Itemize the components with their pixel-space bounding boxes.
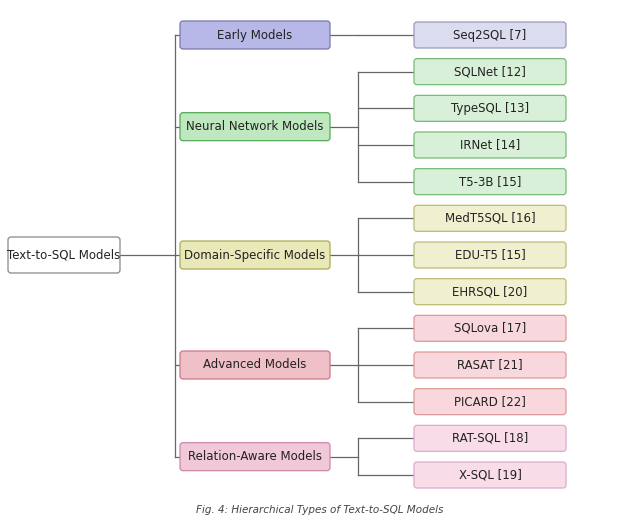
Text: Neural Network Models: Neural Network Models <box>186 120 324 133</box>
FancyBboxPatch shape <box>8 237 120 273</box>
FancyBboxPatch shape <box>414 279 566 304</box>
FancyBboxPatch shape <box>414 22 566 48</box>
FancyBboxPatch shape <box>180 443 330 471</box>
Text: T5-3B [15]: T5-3B [15] <box>459 175 521 188</box>
Text: TypeSQL [13]: TypeSQL [13] <box>451 102 529 115</box>
Text: SQLova [17]: SQLova [17] <box>454 322 526 335</box>
FancyBboxPatch shape <box>414 205 566 232</box>
Text: RASAT [21]: RASAT [21] <box>457 359 523 372</box>
FancyBboxPatch shape <box>414 462 566 488</box>
FancyBboxPatch shape <box>414 242 566 268</box>
FancyBboxPatch shape <box>414 132 566 158</box>
FancyBboxPatch shape <box>180 241 330 269</box>
Text: MedT5SQL [16]: MedT5SQL [16] <box>445 212 535 225</box>
FancyBboxPatch shape <box>414 59 566 85</box>
Text: Advanced Models: Advanced Models <box>204 359 307 372</box>
Text: EDU-T5 [15]: EDU-T5 [15] <box>454 248 525 261</box>
FancyBboxPatch shape <box>180 113 330 141</box>
Text: Early Models: Early Models <box>218 28 292 41</box>
FancyBboxPatch shape <box>180 351 330 379</box>
Text: RAT-SQL [18]: RAT-SQL [18] <box>452 432 528 445</box>
Text: IRNet [14]: IRNet [14] <box>460 139 520 152</box>
Text: PICARD [22]: PICARD [22] <box>454 395 526 408</box>
FancyBboxPatch shape <box>414 352 566 378</box>
Text: Relation-Aware Models: Relation-Aware Models <box>188 450 322 463</box>
Text: Fig. 4: Hierarchical Types of Text-to-SQL Models: Fig. 4: Hierarchical Types of Text-to-SQ… <box>196 505 444 515</box>
FancyBboxPatch shape <box>414 169 566 195</box>
Text: EHRSQL [20]: EHRSQL [20] <box>452 285 527 298</box>
Text: Seq2SQL [7]: Seq2SQL [7] <box>453 28 527 41</box>
FancyBboxPatch shape <box>414 316 566 341</box>
FancyBboxPatch shape <box>180 21 330 49</box>
Text: SQLNet [12]: SQLNet [12] <box>454 65 526 78</box>
FancyBboxPatch shape <box>414 388 566 415</box>
FancyBboxPatch shape <box>414 425 566 451</box>
Text: X-SQL [19]: X-SQL [19] <box>459 468 522 481</box>
Text: Text-to-SQL Models: Text-to-SQL Models <box>8 248 120 261</box>
FancyBboxPatch shape <box>414 96 566 121</box>
Text: Domain-Specific Models: Domain-Specific Models <box>184 248 326 261</box>
